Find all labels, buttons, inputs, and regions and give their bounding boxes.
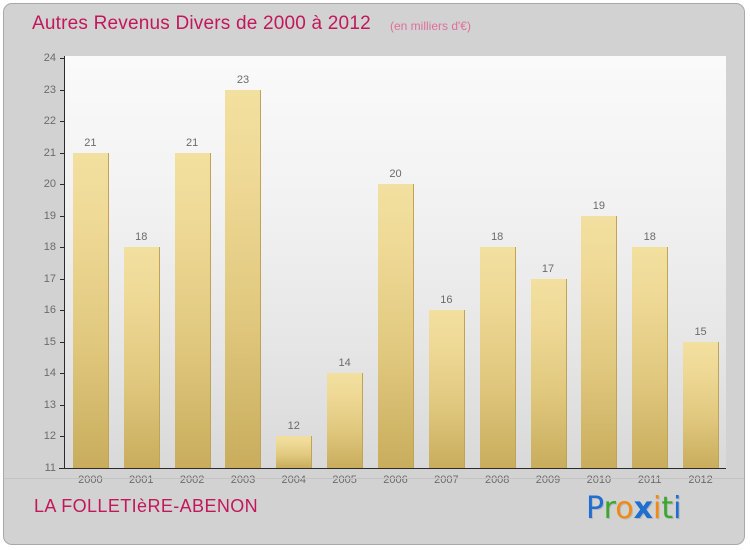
bar-value-label: 18: [135, 231, 148, 244]
x-axis-label: 2012: [688, 474, 713, 486]
y-axis-tick: [60, 278, 65, 280]
y-axis-tick: [60, 121, 65, 123]
y-axis-tick: [60, 436, 65, 438]
y-axis-label: 21: [43, 146, 56, 159]
x-axis-label: 2009: [535, 474, 561, 486]
x-axis-label: 2006: [383, 474, 408, 486]
bar-value-label: 18: [491, 231, 504, 244]
y-axis-label: 22: [43, 115, 56, 128]
bar-2012[interactable]: [683, 341, 720, 468]
y-axis-label: 17: [43, 272, 56, 285]
logo-letter-2: o: [615, 491, 634, 526]
y-axis-label: 19: [43, 209, 56, 222]
y-axis-label: 12: [43, 430, 56, 443]
x-axis-label: 2008: [484, 474, 510, 486]
page-title: Autres Revenus Divers de 2000 à 2012: [32, 13, 371, 34]
y-axis-tick: [60, 373, 65, 375]
x-axis-label: 2002: [179, 474, 205, 486]
bar-2011[interactable]: [632, 247, 669, 468]
y-axis-tick: [60, 58, 65, 59]
chart-footer: LA FOLLETIèRE-ABENON Proxiti: [4, 479, 744, 544]
bar-2001[interactable]: [123, 247, 160, 468]
bar-value-label: 23: [236, 73, 250, 86]
bar-value-label: 20: [389, 168, 402, 181]
y-axis-tick: [60, 310, 65, 312]
x-axis-label: 2005: [332, 474, 357, 486]
bar-value-label: 16: [440, 294, 453, 307]
x-axis-label: 2004: [281, 474, 307, 486]
place-name: LA FOLLETIèRE-ABENON: [34, 496, 259, 516]
x-axis-line: [59, 468, 726, 469]
bar-value-label: 19: [592, 199, 605, 212]
y-axis-label: 13: [43, 398, 56, 411]
logo-letter-1: r: [603, 491, 616, 526]
y-axis-label: 23: [43, 83, 56, 96]
logo-letter-6: i: [673, 491, 682, 526]
bar-value-label: 15: [694, 325, 707, 338]
y-axis-tick: [60, 184, 65, 186]
logo-letter-5: t: [661, 491, 674, 526]
bar-value-label: 12: [287, 420, 300, 433]
bar-2006[interactable]: [378, 184, 414, 468]
x-axis-label: 2000: [78, 474, 103, 486]
bar-2004[interactable]: [276, 436, 313, 468]
y-axis-tick: [60, 215, 65, 217]
bar-value-label: 14: [338, 357, 351, 370]
y-axis-label: 11: [44, 462, 56, 474]
bar-2007[interactable]: [428, 310, 465, 468]
chart-plot: 11 12 13 14 15 16 17 18 19 20 21 22 23 24 21 18 21 23 12 1…: [4, 44, 744, 486]
bar-2002[interactable]: [174, 152, 211, 468]
bar-2003[interactable]: [225, 89, 262, 468]
y-axis-label: 15: [43, 335, 56, 348]
bar-2005[interactable]: [327, 373, 364, 468]
bar-value-label: 18: [643, 231, 656, 244]
y-axis-label: 18: [43, 241, 56, 254]
bar-value-label: 21: [84, 136, 97, 149]
y-axis-tick: [60, 152, 65, 154]
y-axis-tick: [60, 404, 65, 406]
y-axis-label: 20: [43, 178, 56, 191]
y-axis-tick: [60, 468, 65, 469]
y-axis-label: 24: [43, 52, 56, 64]
footer-divider: [4, 478, 744, 479]
x-axis-label: 2001: [129, 474, 154, 486]
chart-header: Autres Revenus Divers de 2000 à 2012 (en…: [4, 4, 744, 44]
x-axis-label: 2011: [637, 474, 662, 486]
proxiti-logo[interactable]: Proxiti: [586, 491, 681, 526]
x-axis-label: 2010: [586, 474, 612, 486]
bar-value-label: 17: [541, 262, 555, 275]
x-axis-label: 2007: [434, 474, 459, 486]
bar-value-label: 21: [185, 136, 199, 149]
x-axis-label: 2003: [230, 474, 256, 486]
chart-subtitle: (en milliers d'€): [390, 19, 471, 33]
y-axis-tick: [60, 341, 65, 343]
logo-letter-4: i: [652, 491, 662, 526]
bar-2008[interactable]: [479, 247, 516, 468]
bar-2000[interactable]: [72, 152, 109, 468]
y-axis-tick: [60, 247, 65, 249]
y-axis-label: 16: [43, 304, 56, 317]
y-axis-tick: [60, 89, 65, 91]
y-axis-line: [64, 56, 65, 469]
y-axis-label: 14: [43, 367, 56, 380]
bar-2010[interactable]: [581, 215, 618, 468]
bar-2009[interactable]: [530, 278, 567, 468]
logo-letter-0: P: [586, 491, 604, 526]
chart-frame: Autres Revenus Divers de 2000 à 2012 (en…: [3, 3, 745, 545]
logo-letter-3: x: [633, 491, 653, 526]
